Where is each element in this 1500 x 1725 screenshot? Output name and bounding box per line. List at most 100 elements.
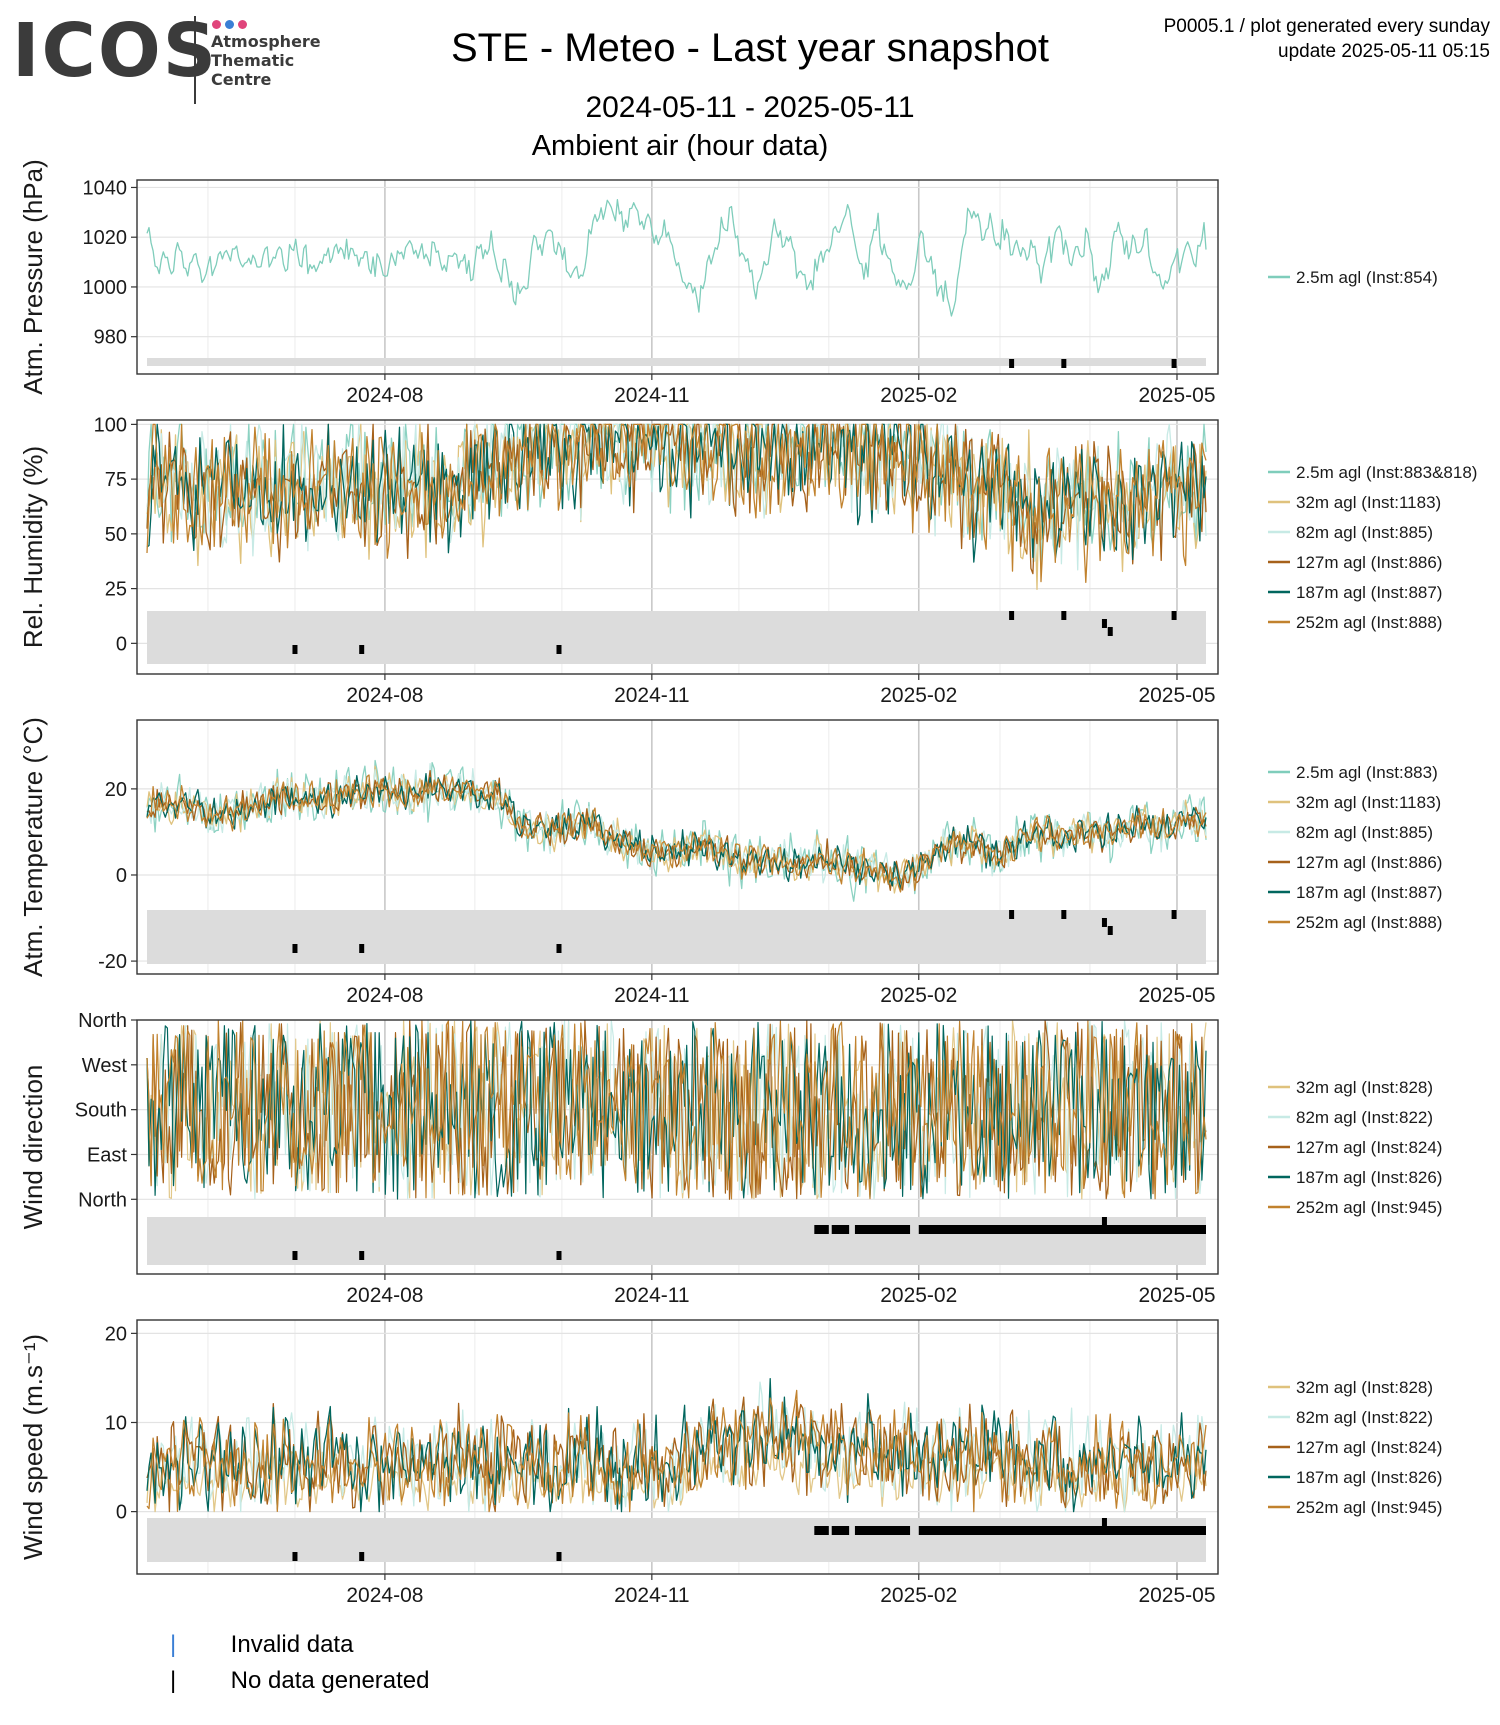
y-axis-label: Wind direction: [18, 1065, 48, 1230]
legend-entry: 82m agl (Inst:885): [1296, 523, 1433, 542]
legend-entry: 127m agl (Inst:824): [1296, 1138, 1442, 1157]
no-data-marker: [1061, 910, 1067, 919]
plot-frame: [136, 1019, 1219, 1275]
series-line: [146, 772, 1207, 890]
no-data-marker: [1171, 611, 1177, 620]
series-line: [146, 423, 1207, 563]
no-data-marker: [1101, 1518, 1107, 1527]
no-data-marker: [556, 1552, 562, 1561]
no-data-marker: [1061, 359, 1067, 368]
x-tick-label: 2024-11: [614, 984, 690, 1007]
legend-entry: 252m agl (Inst:888): [1296, 613, 1442, 632]
logo-sub-line: Centre: [211, 70, 272, 89]
series-line: [146, 199, 1207, 317]
legend-entry: 32m agl (Inst:1183): [1296, 493, 1441, 512]
gap-markers: [292, 1217, 1206, 1260]
chart-panel: [137, 720, 1218, 974]
series-line: [146, 1389, 1207, 1513]
series-line: [146, 774, 1207, 893]
no-data-marker: [1101, 619, 1107, 628]
no-data-marker: [556, 645, 562, 654]
series-line: [146, 423, 1207, 583]
series-line: [146, 1019, 1207, 1200]
y-tick-label: 0: [116, 633, 127, 655]
no-data-range: [831, 1526, 850, 1535]
no-data-marker: [359, 1552, 365, 1561]
axes-group: 0 10 20 2024-08 2024-11 2025-02 2025-05 Wind sp…: [18, 1319, 1442, 1607]
x-tick-label: 2025-02: [880, 384, 957, 407]
x-tick-label: 2024-08: [346, 984, 423, 1007]
chart-panel: [137, 180, 1218, 374]
gap-area: [147, 910, 1206, 964]
legend-entry: 187m agl (Inst:887): [1296, 883, 1442, 902]
y-tick-label: 25: [105, 579, 127, 601]
no-data-marker: [292, 1552, 298, 1561]
gap-area: [147, 611, 1206, 664]
chart-panel: [137, 420, 1218, 674]
y-tick-label: 980: [94, 327, 127, 349]
plot-frame: [136, 419, 1219, 675]
x-tick-label: 2025-05: [1138, 1584, 1215, 1607]
y-axis-label: Rel. Humidity (%): [18, 446, 48, 648]
y-tick-label: 20: [105, 1323, 127, 1345]
logo-subtitle: Atmosphere Thematic Centre: [211, 32, 321, 89]
legend-entry: 187m agl (Inst:826): [1296, 1468, 1442, 1487]
icos-logo: ICOS: [12, 8, 219, 94]
legend-entry: 127m agl (Inst:886): [1296, 553, 1442, 572]
no-data-range: [831, 1225, 850, 1234]
y-tick-label: 75: [105, 469, 127, 491]
no-data-marker: [1061, 611, 1067, 620]
y-tick-label: 50: [105, 524, 127, 546]
axes-group: North East South West North 2024-08 2024-11 202…: [18, 1010, 1442, 1307]
axes-group: -20 0 20 2024-08 2024-11 2025-02 2025-05 Atm. T…: [18, 717, 1442, 1007]
series-line: [146, 1396, 1207, 1513]
x-tick-label: 2024-08: [346, 384, 423, 407]
y-tick-label: 100: [94, 414, 127, 436]
gap-area: [147, 1217, 1206, 1265]
legend-entry: 252m agl (Inst:945): [1296, 1198, 1442, 1217]
x-tick-label: 2024-11: [614, 684, 690, 707]
axes-group: 0 25 50 75 100 2024-08 2024-11 2025-02 2025-05 Re…: [18, 414, 1477, 707]
gap-area: [147, 1518, 1206, 1562]
gap-markers: [292, 1518, 1206, 1561]
y-tick-label: North: [78, 1010, 127, 1032]
logo-dot: [212, 20, 221, 29]
logo-sub-line: Atmosphere: [211, 32, 321, 51]
series-group: [146, 199, 1207, 317]
legend-entry: 32m agl (Inst:1183): [1296, 793, 1441, 812]
x-tick-label: 2024-08: [346, 684, 423, 707]
no-data-marker: [1101, 1217, 1107, 1226]
x-tick-label: 2025-02: [880, 1284, 957, 1307]
y-tick-label: 10: [105, 1412, 127, 1434]
logo-divider: [194, 16, 196, 104]
legend-entry: 187m agl (Inst:826): [1296, 1168, 1442, 1187]
series-group: [146, 1377, 1207, 1513]
legend-entry: 252m agl (Inst:945): [1296, 1498, 1442, 1517]
meta-line: update 2025-05-11 05:15: [1278, 41, 1490, 62]
no-data-range: [918, 1526, 1206, 1535]
no-data-marker: [1171, 910, 1177, 919]
y-tick-label: -20: [98, 951, 127, 973]
x-tick-label: 2025-02: [880, 684, 957, 707]
plot-frame: [136, 179, 1219, 375]
legend-nodata-label: No data generated: [230, 1667, 430, 1694]
y-axis-label: Wind speed (m.s⁻¹): [18, 1334, 48, 1560]
x-tick-label: 2025-05: [1138, 684, 1215, 707]
legend-invalid-label: Invalid data: [230, 1631, 354, 1658]
x-tick-label: 2025-02: [880, 1584, 957, 1607]
legend-entry: 127m agl (Inst:886): [1296, 853, 1442, 872]
meta-line: P0005.1 / plot generated every sunday: [1163, 16, 1490, 37]
x-tick-label: 2025-02: [880, 984, 957, 1007]
x-tick-label: 2025-05: [1138, 984, 1215, 1007]
y-tick-label: 1020: [83, 227, 128, 249]
series-line: [146, 763, 1207, 888]
axes-group: 980 1000 1020 1040 2024-08 2024-11 2025-02 2025…: [18, 159, 1438, 407]
no-data-marker: [1009, 359, 1015, 368]
section-title: Ambient air (hour data): [531, 130, 829, 162]
nodata-mark: |: [170, 1667, 177, 1694]
y-tick-label: 20: [105, 779, 127, 801]
y-tick-label: South: [75, 1100, 127, 1122]
no-data-marker: [556, 944, 562, 953]
x-tick-label: 2024-08: [346, 1284, 423, 1307]
invalid-mark: |: [170, 1631, 177, 1658]
